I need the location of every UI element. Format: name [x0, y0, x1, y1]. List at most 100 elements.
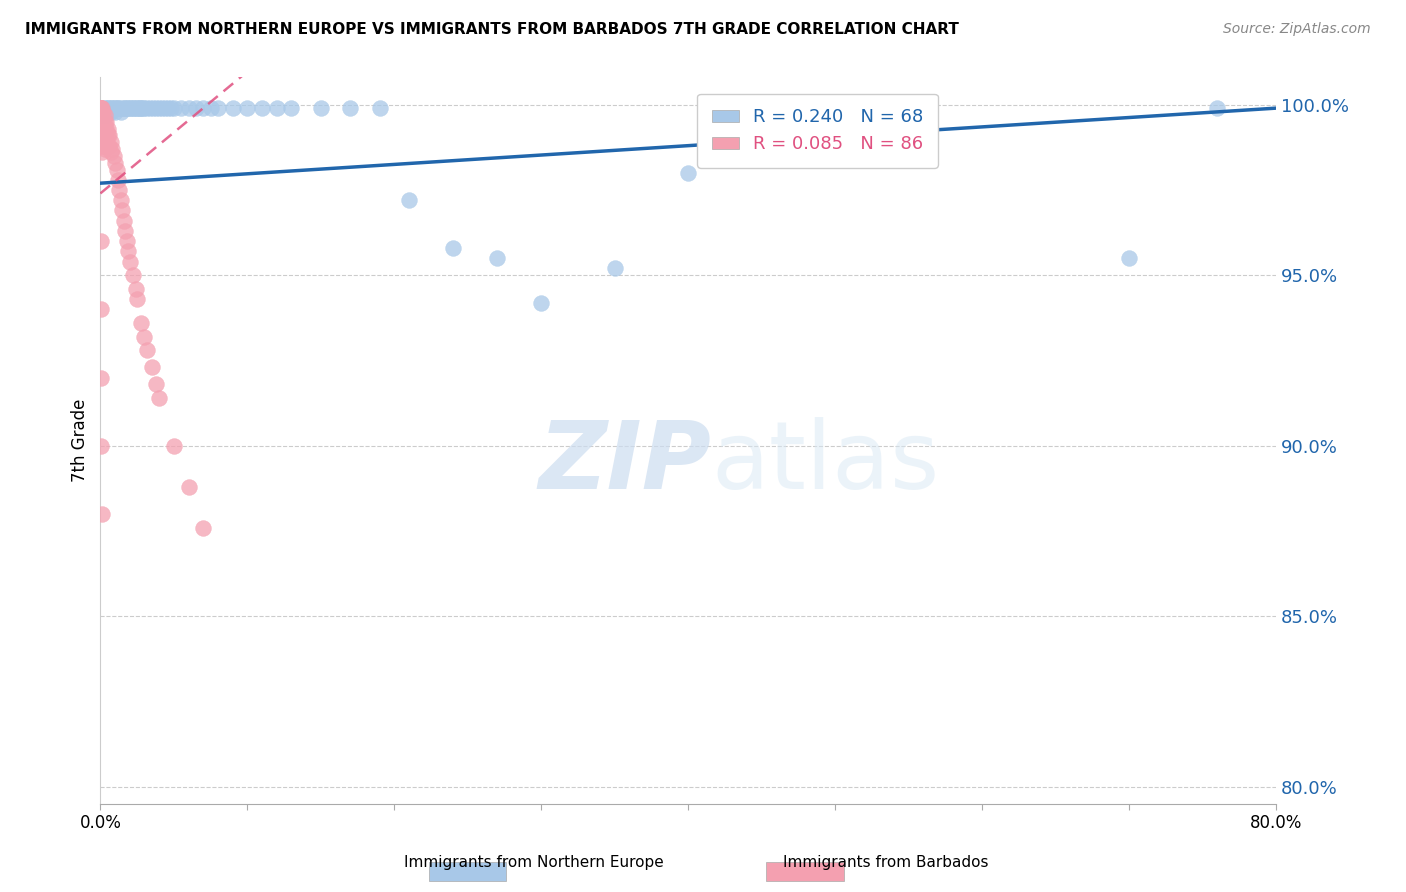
- Point: [90, 112, 112, 126]
- Point: [91, 108, 114, 122]
- Point: [897, 101, 920, 115]
- Point: [90, 108, 112, 122]
- Point: [90, 234, 112, 248]
- Point: [136, 101, 159, 115]
- Point: [1118, 251, 1140, 265]
- Point: [101, 142, 124, 156]
- Point: [90, 370, 112, 384]
- Point: [90, 135, 112, 149]
- Point: [145, 101, 167, 115]
- Point: [96, 121, 118, 136]
- Point: [115, 101, 138, 115]
- Point: [486, 251, 509, 265]
- Point: [90, 104, 112, 119]
- Point: [91, 125, 114, 139]
- Point: [114, 224, 136, 238]
- Point: [111, 203, 134, 218]
- Point: [280, 101, 302, 115]
- Point: [131, 101, 153, 115]
- Point: [91, 138, 114, 153]
- Text: atlas: atlas: [711, 417, 941, 508]
- Point: [128, 101, 150, 115]
- Point: [90, 112, 112, 126]
- Point: [89, 104, 111, 119]
- Point: [107, 173, 129, 187]
- Point: [105, 101, 128, 115]
- Point: [89, 101, 111, 115]
- Point: [163, 439, 186, 453]
- Point: [184, 101, 207, 115]
- Point: [177, 480, 200, 494]
- Point: [98, 101, 121, 115]
- Point: [90, 104, 112, 119]
- Point: [530, 295, 553, 310]
- Point: [120, 101, 142, 115]
- Point: [105, 162, 128, 177]
- Point: [221, 101, 243, 115]
- Point: [103, 101, 125, 115]
- Point: [90, 138, 112, 153]
- Text: Immigrants from Northern Europe: Immigrants from Northern Europe: [405, 855, 664, 870]
- Point: [90, 128, 112, 143]
- Point: [90, 121, 112, 136]
- Point: [112, 101, 135, 115]
- Point: [90, 101, 112, 115]
- Point: [100, 101, 122, 115]
- Point: [90, 101, 112, 115]
- Point: [90, 104, 112, 119]
- Point: [101, 101, 124, 115]
- Point: [156, 101, 179, 115]
- Point: [339, 101, 361, 115]
- Point: [114, 101, 136, 115]
- Point: [91, 132, 114, 146]
- Point: [118, 101, 141, 115]
- Point: [441, 241, 464, 255]
- Point: [98, 138, 121, 153]
- Point: [90, 104, 112, 119]
- Point: [193, 101, 215, 115]
- Point: [90, 118, 112, 132]
- Point: [90, 108, 112, 122]
- Point: [398, 193, 420, 207]
- Point: [136, 343, 159, 358]
- Point: [94, 104, 117, 119]
- Point: [100, 135, 122, 149]
- Point: [250, 101, 273, 115]
- Point: [108, 183, 131, 197]
- Point: [90, 439, 112, 453]
- Point: [127, 292, 149, 306]
- Point: [129, 101, 152, 115]
- Point: [97, 104, 120, 119]
- Y-axis label: 7th Grade: 7th Grade: [72, 399, 89, 483]
- Point: [90, 145, 112, 160]
- Point: [127, 101, 149, 115]
- Point: [91, 112, 114, 126]
- Point: [121, 101, 143, 115]
- Point: [118, 254, 141, 268]
- Point: [603, 261, 626, 276]
- Point: [131, 316, 153, 330]
- Point: [110, 104, 132, 119]
- Point: [96, 101, 118, 115]
- Point: [309, 101, 332, 115]
- Point: [124, 282, 146, 296]
- Point: [160, 101, 183, 115]
- Point: [90, 101, 112, 115]
- Point: [111, 101, 134, 115]
- Point: [90, 104, 112, 119]
- Point: [104, 101, 127, 115]
- Point: [1206, 101, 1229, 115]
- Point: [94, 135, 117, 149]
- Point: [163, 101, 186, 115]
- Point: [98, 128, 121, 143]
- Text: Immigrants from Barbados: Immigrants from Barbados: [783, 855, 988, 870]
- Point: [90, 125, 112, 139]
- Point: [96, 108, 118, 122]
- Text: ZIP: ZIP: [538, 417, 711, 508]
- Point: [132, 101, 155, 115]
- Point: [91, 104, 114, 119]
- Point: [121, 268, 143, 283]
- Point: [124, 101, 146, 115]
- Point: [145, 377, 167, 392]
- Point: [115, 234, 138, 248]
